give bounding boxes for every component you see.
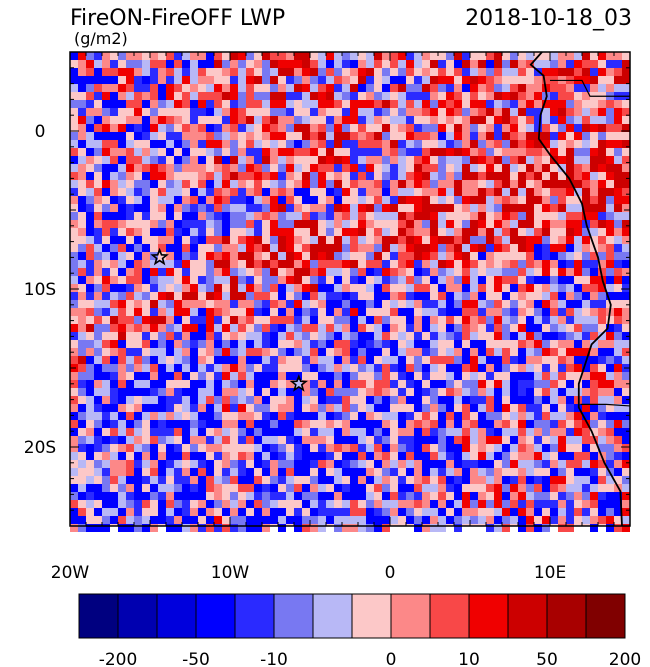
map-ticks: 20W 10W 0 10E 0 10S 20S [24, 51, 631, 583]
star-marker-south [289, 374, 309, 392]
colorbar: -200 -50 -10 0 10 50 200 [78, 593, 641, 667]
colorbar-swatch [78, 593, 119, 639]
lon-tick-label: 10E [534, 563, 566, 583]
lon-tick-label: 20W [51, 563, 90, 583]
colorbar-label: 0 [386, 650, 397, 667]
africa-coastline [529, 51, 631, 527]
lat-tick-label: 0 [35, 122, 46, 142]
colorbar-swatch [195, 593, 236, 639]
colorbar-label: 200 [609, 650, 641, 667]
colorbar-swatch [117, 593, 158, 639]
colorbar-swatch [312, 593, 353, 639]
colorbar-label: -200 [99, 650, 138, 667]
lat-tick-label: 10S [24, 280, 56, 300]
colorbar-label: 50 [536, 650, 558, 667]
colorbar-swatch [468, 593, 509, 639]
colorbar-label: -50 [182, 650, 210, 667]
lat-tick-label: 20S [24, 438, 56, 458]
colorbar-swatch [273, 593, 314, 639]
colorbar-swatch [351, 593, 392, 639]
map-title: FireON-FireOFF LWP [70, 6, 285, 31]
lwp-difference-field [70, 52, 630, 532]
colorbar-swatch [234, 593, 275, 639]
colorbar-swatch [507, 593, 548, 639]
colorbar-swatch [390, 593, 431, 639]
star-marker-north [150, 247, 169, 266]
lon-tick-label: 0 [385, 563, 396, 583]
colorbar-swatch [546, 593, 587, 639]
colorbar-swatch [156, 593, 197, 639]
map-date: 2018-10-18_03 [465, 6, 632, 31]
colorbar-label: -10 [260, 650, 288, 667]
lon-tick-label: 10W [211, 563, 250, 583]
units-label: (g/m2) [74, 29, 128, 48]
colorbar-swatch [585, 593, 626, 639]
colorbar-swatch [429, 593, 470, 639]
colorbar-label: 10 [458, 650, 480, 667]
